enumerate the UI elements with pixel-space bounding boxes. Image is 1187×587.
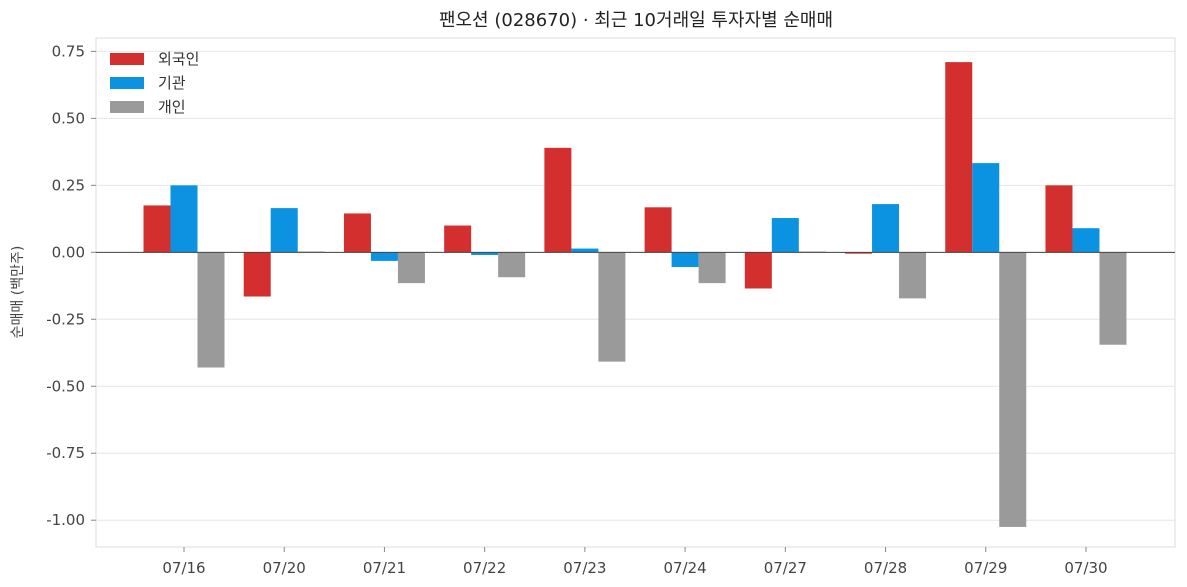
bar-기관-07/16 xyxy=(170,185,198,253)
chart-title: 팬오션 (028670) · 최근 10거래일 투자자별 순매매 xyxy=(439,10,833,31)
bar-개인-07/29 xyxy=(999,252,1027,527)
y-tick-label: 0.50 xyxy=(52,109,85,127)
bar-외국인-07/29 xyxy=(945,62,973,253)
bar-외국인-07/16 xyxy=(143,205,171,253)
bar-개인-07/21 xyxy=(397,252,425,284)
bar-기관-07/27 xyxy=(771,218,799,253)
bar-외국인-07/30 xyxy=(1045,185,1073,253)
legend-swatch-기관 xyxy=(110,77,144,89)
bar-기관-07/30 xyxy=(1072,228,1100,253)
bar-개인-07/24 xyxy=(698,252,726,284)
y-axis-label: 순매매 (백만주) xyxy=(10,246,26,339)
bar-개인-07/30 xyxy=(1099,252,1127,345)
bars xyxy=(143,62,1127,527)
legend-swatch-외국인 xyxy=(110,53,144,65)
y-axis: -1.00 -0.75 -0.50 -0.25 0.00 0.25 0.50 0.75 xyxy=(46,42,96,529)
bar-외국인-07/20 xyxy=(243,252,271,297)
bar-개인-07/16 xyxy=(197,252,225,368)
y-tick-label: -0.25 xyxy=(46,310,85,328)
x-tick-label: 07/24 xyxy=(663,559,706,577)
legend-label: 개인 xyxy=(158,98,186,116)
legend-label: 외국인 xyxy=(158,50,199,68)
x-tick-label: 07/16 xyxy=(162,559,205,577)
bar-기관-07/21 xyxy=(370,252,398,261)
y-tick-label: 0.75 xyxy=(52,42,85,60)
x-tick-label: 07/27 xyxy=(764,559,807,577)
x-tick-label: 07/29 xyxy=(964,559,1007,577)
bar-외국인-07/23 xyxy=(544,147,572,253)
legend-swatch-개인 xyxy=(110,101,144,113)
y-tick-label: -0.50 xyxy=(46,377,85,395)
bar-기관-07/23 xyxy=(571,248,599,253)
bar-기관-07/20 xyxy=(270,208,298,253)
y-tick-label: -0.75 xyxy=(46,444,85,462)
x-tick-label: 07/23 xyxy=(563,559,606,577)
x-tick-label: 07/20 xyxy=(263,559,306,577)
bar-기관-07/24 xyxy=(671,252,699,268)
bar-개인-07/23 xyxy=(598,252,626,362)
y-tick-label: -1.00 xyxy=(46,511,85,529)
bar-기관-07/22 xyxy=(471,252,499,255)
x-tick-label: 07/30 xyxy=(1064,559,1107,577)
bar-외국인-07/27 xyxy=(744,252,772,289)
bar-외국인-07/24 xyxy=(644,207,672,253)
bar-외국인-07/21 xyxy=(343,213,371,253)
x-tick-label: 07/22 xyxy=(463,559,506,577)
plot-area xyxy=(95,37,1176,548)
bar-기관-07/28 xyxy=(872,204,900,253)
bar-외국인-07/22 xyxy=(444,225,472,253)
bar-개인-07/28 xyxy=(899,252,927,299)
x-tick-label: 07/21 xyxy=(363,559,406,577)
bar-개인-07/22 xyxy=(498,252,526,278)
bar-외국인-07/28 xyxy=(845,252,873,254)
y-tick-label: 0.25 xyxy=(52,176,85,194)
y-tick-label: 0.00 xyxy=(52,243,85,261)
bar-기관-07/29 xyxy=(972,163,1000,253)
x-axis: 07/16 07/20 07/21 07/22 07/23 07/24 07/27 07/28… xyxy=(162,547,1108,577)
x-tick-label: 07/28 xyxy=(864,559,907,577)
legend-label: 기관 xyxy=(158,74,186,92)
